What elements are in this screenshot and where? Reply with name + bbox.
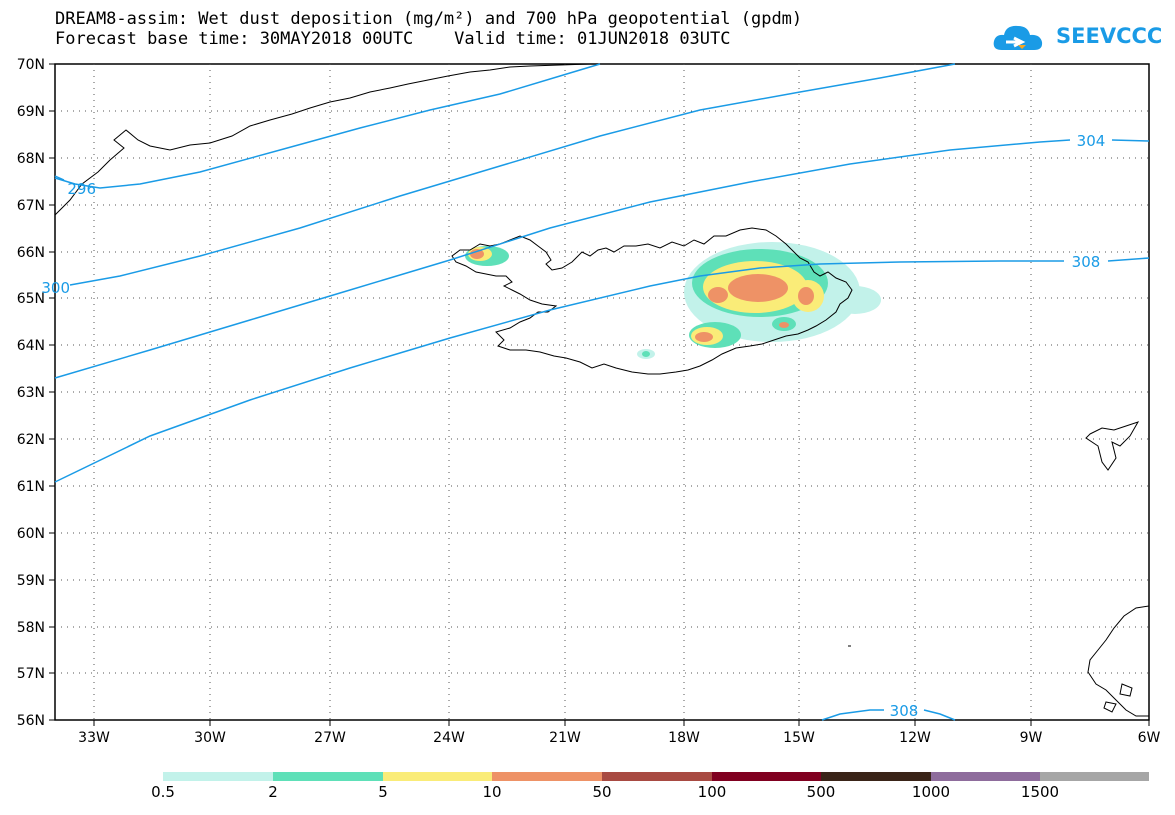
deposition-area-orange bbox=[695, 332, 713, 342]
deposition-area-light bbox=[829, 286, 881, 314]
colorbar bbox=[163, 772, 1149, 781]
colorbar-label: 1000 bbox=[911, 783, 951, 801]
colorbar-segment bbox=[931, 772, 1040, 781]
lat-label: 62N bbox=[17, 432, 45, 448]
contour-308-tail bbox=[1107, 257, 1150, 262]
lat-label: 69N bbox=[17, 104, 45, 120]
contour-296 bbox=[54, 63, 601, 189]
contour-label: 308 bbox=[890, 702, 919, 720]
lon-label: 12W bbox=[899, 730, 931, 746]
cloud-logo-icon bbox=[993, 25, 1043, 50]
faroe-islands-coastline bbox=[1085, 421, 1140, 471]
lat-label: 67N bbox=[17, 198, 45, 214]
contour-300 bbox=[69, 63, 956, 286]
deposition-area-orange bbox=[798, 287, 814, 305]
contour-label: 304 bbox=[1077, 132, 1106, 150]
geopotential-contours bbox=[54, 63, 1150, 721]
deposition-area-green bbox=[642, 351, 650, 357]
lat-label: 68N bbox=[17, 151, 45, 167]
colorbar-label: 500 bbox=[806, 783, 836, 801]
colorbar-segment bbox=[1040, 772, 1149, 781]
lon-label: 6W bbox=[1138, 730, 1161, 746]
lon-label: 33W bbox=[78, 730, 110, 746]
colorbar-segment bbox=[273, 772, 383, 781]
iceland-coastline bbox=[451, 227, 853, 375]
colorbar-label: 50 bbox=[592, 783, 612, 801]
lon-label: 30W bbox=[194, 730, 226, 746]
contour-308-south-tail bbox=[923, 709, 956, 721]
colorbar-segment bbox=[383, 772, 492, 781]
lat-label: 65N bbox=[17, 291, 45, 307]
scotland-coastline bbox=[1087, 605, 1150, 717]
colorbar-label: 100 bbox=[697, 783, 727, 801]
contour-label: 308 bbox=[1072, 253, 1101, 271]
contour-296-edge bbox=[54, 175, 65, 181]
lat-label: 57N bbox=[17, 666, 45, 682]
deposition-area-orange bbox=[779, 322, 789, 328]
greenland-coastline bbox=[54, 63, 591, 216]
colorbar-label: 2 bbox=[268, 783, 278, 801]
colorbar-segment bbox=[712, 772, 821, 781]
scotland-island-coastline bbox=[1119, 683, 1133, 697]
lat-label: 66N bbox=[17, 245, 45, 261]
contour-label: 296 bbox=[67, 180, 96, 198]
deposition-area-orange bbox=[728, 274, 788, 302]
lon-label: 27W bbox=[314, 730, 346, 746]
lat-label: 60N bbox=[17, 526, 45, 542]
lat-label: 63N bbox=[17, 385, 45, 401]
colorbar-label: 1500 bbox=[1020, 783, 1060, 801]
latitude-labels: 70N 69N 68N 67N 66N 65N 64N 63N 62N 61N … bbox=[17, 57, 45, 729]
logo-text: SEEVCCC bbox=[1056, 24, 1163, 48]
contour-308 bbox=[54, 260, 1064, 483]
map-subtitle: Forecast base time: 30MAY2018 00UTC Vali… bbox=[55, 29, 731, 49]
colorbar-segment bbox=[602, 772, 712, 781]
lat-label: 59N bbox=[17, 573, 45, 589]
lon-label: 15W bbox=[783, 730, 815, 746]
colorbar-segment bbox=[492, 772, 602, 781]
contour-308-south bbox=[821, 709, 884, 721]
lon-label: 9W bbox=[1020, 730, 1043, 746]
contour-304 bbox=[54, 139, 1071, 379]
map-title: DREAM8-assim: Wet dust deposition (mg/m²… bbox=[55, 9, 803, 29]
grid-lines bbox=[55, 64, 1149, 720]
colorbar-label: 0.5 bbox=[151, 783, 175, 801]
colorbar-segment bbox=[821, 772, 931, 781]
lon-label: 21W bbox=[549, 730, 581, 746]
dust-deposition-shading bbox=[465, 242, 881, 359]
coastlines bbox=[54, 63, 1150, 717]
longitude-labels: 33W 30W 27W 24W 21W 18W 15W 12W 9W 6W bbox=[78, 730, 1160, 746]
colorbar-label: 5 bbox=[378, 783, 388, 801]
contour-304-tail bbox=[1111, 139, 1150, 142]
lon-label: 24W bbox=[433, 730, 465, 746]
lat-label: 61N bbox=[17, 479, 45, 495]
lon-label: 18W bbox=[668, 730, 700, 746]
contour-label: 300 bbox=[41, 279, 70, 297]
contour-labels: 296 300 304 308 308 bbox=[41, 132, 1105, 720]
lat-label: 58N bbox=[17, 620, 45, 636]
lat-label: 56N bbox=[17, 713, 45, 729]
colorbar-label: 10 bbox=[482, 783, 502, 801]
colorbar-segment bbox=[163, 772, 273, 781]
lat-label: 70N bbox=[17, 57, 45, 73]
deposition-area-orange bbox=[708, 287, 728, 303]
scotland-island-coastline bbox=[1103, 701, 1117, 713]
tick-marks bbox=[49, 63, 1150, 726]
lat-label: 64N bbox=[17, 338, 45, 354]
deposition-area-orange bbox=[470, 249, 484, 259]
